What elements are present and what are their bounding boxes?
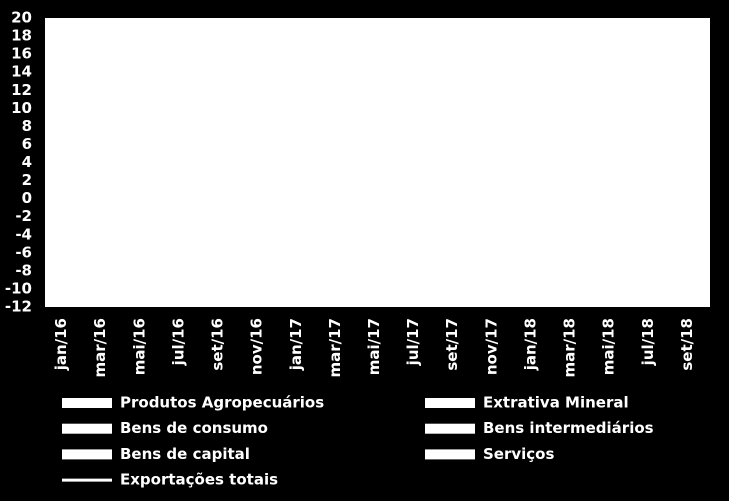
y-tick-label: 8	[22, 117, 32, 135]
x-tick-label: mai/16	[130, 318, 148, 375]
legend-label: Bens de capital	[120, 445, 250, 463]
x-tick-label: jul/16	[169, 318, 187, 366]
x-tick-label: mar/18	[561, 318, 579, 378]
legend-label: Extrativa Mineral	[483, 394, 629, 412]
x-tick-label: nov/16	[248, 318, 266, 375]
plot-area	[45, 18, 710, 307]
y-tick-label: -8	[15, 261, 32, 279]
x-tick-label: nov/17	[482, 318, 500, 375]
legend-label: Bens de consumo	[120, 419, 268, 437]
legend-label: Exportações totais	[120, 471, 278, 489]
x-tick-label: set/17	[443, 318, 461, 371]
y-tick-label: 6	[22, 135, 32, 153]
y-tick-label: 0	[22, 189, 32, 207]
y-tick-label: -4	[15, 225, 32, 243]
legend-label: Produtos Agropecuários	[120, 394, 324, 412]
legend-swatch	[425, 398, 475, 408]
y-tick-label: 12	[11, 81, 32, 99]
y-tick-label: -12	[5, 298, 32, 316]
y-tick-label: -2	[15, 207, 32, 225]
x-tick-label: jul/17	[404, 318, 422, 366]
legend-swatch	[425, 423, 475, 434]
y-tick-label: 14	[11, 63, 32, 81]
y-tick-label: 18	[11, 27, 32, 45]
legend-swatch	[62, 398, 112, 408]
y-tick-label: -6	[15, 243, 32, 261]
x-tick-label: mai/18	[600, 318, 618, 375]
x-tick-label: jan/17	[287, 318, 305, 371]
x-tick-label: set/16	[209, 318, 227, 371]
y-tick-label: 10	[11, 99, 32, 117]
y-tick-label: 20	[11, 9, 32, 27]
legend-label: Bens intermediários	[483, 419, 654, 437]
y-tick-label: 2	[22, 171, 32, 189]
x-tick-label: jan/16	[52, 318, 70, 371]
x-tick-label: mar/17	[326, 318, 344, 378]
y-tick-label: 16	[11, 45, 32, 63]
x-tick-label: mar/16	[91, 318, 109, 378]
x-tick-label: set/18	[678, 318, 696, 371]
x-tick-label: jul/18	[639, 318, 657, 366]
legend-swatch	[62, 449, 112, 460]
y-tick-label: 4	[22, 153, 32, 171]
x-tick-label: mai/17	[365, 318, 383, 375]
x-tick-label: jan/18	[521, 318, 539, 371]
legend-swatch	[425, 449, 475, 460]
legend-swatch	[62, 423, 112, 434]
y-tick-label: -10	[5, 279, 32, 297]
legend-label: Serviços	[483, 445, 554, 463]
